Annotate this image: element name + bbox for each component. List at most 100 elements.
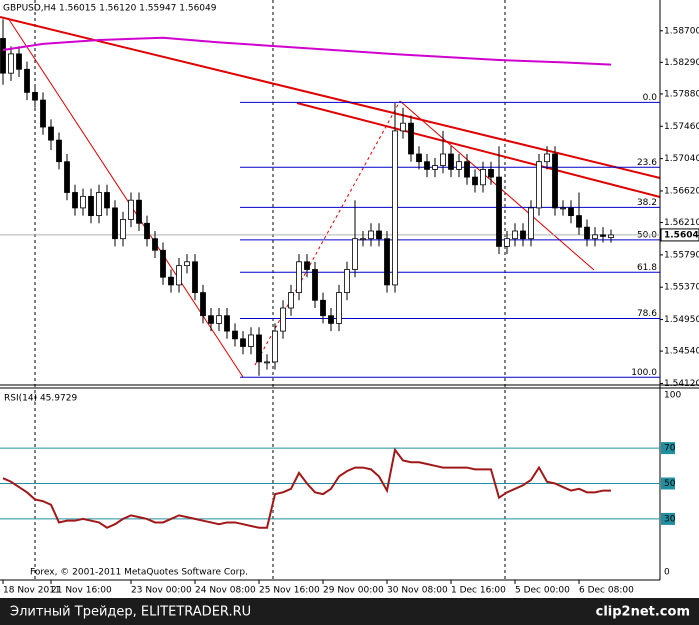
candle-body <box>56 139 62 163</box>
candle-body <box>216 315 222 324</box>
y-tick-label: 1.56210 <box>664 218 699 228</box>
fib-label: 23.6 <box>637 158 657 168</box>
fib-label: 61.8 <box>637 263 657 273</box>
candle-body <box>328 315 334 324</box>
y-tick-label: 100 <box>664 391 681 401</box>
fib-label: 38.2 <box>637 198 657 208</box>
y-tick-label: 1.54950 <box>664 315 699 325</box>
footer-bar <box>0 598 699 625</box>
candle-body <box>168 276 174 286</box>
candle-body <box>472 176 478 186</box>
candle-body <box>544 153 550 163</box>
candle-body <box>24 68 30 93</box>
level-box <box>661 442 675 455</box>
level-box <box>661 512 675 525</box>
candle-body <box>424 161 430 170</box>
candle-body <box>496 176 502 247</box>
candle-body <box>312 269 318 301</box>
candle-body <box>464 161 470 178</box>
candle-body <box>160 249 166 278</box>
x-tick-label: 18 Nov 2011 <box>3 586 61 596</box>
x-tick-label: 1 Dec 16:00 <box>451 586 506 596</box>
y-tick-label: 1.54120 <box>664 379 699 389</box>
y-tick-label: 1.57040 <box>664 154 699 164</box>
y-tick-label: 0 <box>664 568 670 578</box>
y-tick-label: 50 <box>664 479 676 489</box>
candle-body <box>32 92 38 101</box>
candle-body <box>296 261 302 293</box>
candle-body <box>192 261 198 293</box>
candle-body <box>16 53 22 70</box>
candle-body <box>0 38 6 74</box>
candle-body <box>200 292 206 317</box>
candle-body <box>176 265 182 286</box>
candle-body <box>264 361 270 364</box>
candle-body <box>208 315 214 324</box>
fib-label: 0.0 <box>643 93 658 103</box>
candle-body <box>88 195 94 217</box>
candle-body <box>112 207 118 240</box>
x-tick-label: 25 Nov 16:00 <box>259 586 320 596</box>
footer-right: clip2net.com <box>596 605 690 620</box>
candle-body <box>48 126 54 141</box>
candle-body <box>600 234 606 237</box>
candle-body <box>368 230 374 240</box>
level-box <box>661 477 675 490</box>
y-tick-label: 1.58290 <box>664 58 699 68</box>
candle-body <box>360 238 366 241</box>
y-tick-label: 70 <box>664 444 676 454</box>
candle-body <box>592 234 598 240</box>
y-tick-label: 30 <box>664 514 676 524</box>
candle-body <box>352 238 358 270</box>
candle-body <box>480 168 486 186</box>
candle-body <box>104 192 110 209</box>
candle-body <box>536 161 542 209</box>
candle-body <box>456 161 462 170</box>
candle-body <box>440 153 446 166</box>
x-tick-label: 29 Nov 00:00 <box>323 586 384 596</box>
x-tick-label: 6 Dec 08:00 <box>579 586 634 596</box>
candle-body <box>224 315 230 332</box>
x-tick-label: 21 Nov 16:00 <box>51 586 112 596</box>
candle-body <box>184 261 190 267</box>
candle-body <box>248 334 254 347</box>
candle-body <box>64 161 70 193</box>
candle-body <box>240 338 246 347</box>
current-price-label: 1.56049 <box>664 230 699 240</box>
y-tick-label: 1.55370 <box>664 283 699 293</box>
candle-body <box>392 130 398 286</box>
candle-body <box>552 153 558 209</box>
candle-body <box>256 334 262 363</box>
candle-body <box>608 234 614 238</box>
x-tick-label: 30 Nov 08:00 <box>387 586 448 596</box>
rsi-line <box>2 447 612 529</box>
candle-body <box>8 53 14 74</box>
y-tick-label: 1.57460 <box>664 122 699 132</box>
indicator-title: RSI(14) 45.9729 <box>4 394 77 404</box>
candle-body <box>512 230 518 240</box>
candle-body <box>320 299 326 317</box>
y-tick-label: 1.56620 <box>664 186 699 196</box>
candle-body <box>232 330 238 340</box>
candle-body <box>288 292 294 309</box>
candle-body <box>120 219 126 240</box>
candle-body <box>400 122 406 132</box>
y-tick-label: 1.58700 <box>664 26 699 36</box>
candle-body <box>304 261 310 270</box>
candle-body <box>80 195 86 209</box>
fib-label: 78.6 <box>637 309 657 319</box>
y-tick-label: 1.55790 <box>664 250 699 260</box>
candle-body <box>504 238 510 247</box>
candle-body <box>40 99 46 128</box>
candle-body <box>408 122 414 155</box>
footer-left: Элитный Трейдер, ELITETRADER.RU <box>10 605 251 620</box>
candle-body <box>384 238 390 286</box>
trendline <box>296 102 661 198</box>
candle-body <box>96 192 102 217</box>
candle-body <box>488 168 494 178</box>
x-tick-label: 23 Nov 00:00 <box>131 586 192 596</box>
candle-body <box>128 199 134 220</box>
candle-body <box>448 153 454 170</box>
